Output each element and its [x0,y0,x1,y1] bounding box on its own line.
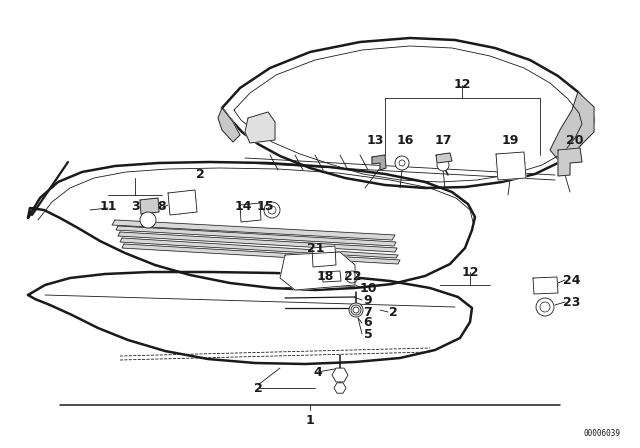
Circle shape [140,212,156,228]
Polygon shape [28,272,472,364]
Text: 2: 2 [196,168,204,181]
Text: 2: 2 [253,382,262,395]
Polygon shape [558,148,582,176]
Polygon shape [240,203,261,222]
Polygon shape [112,220,395,240]
Circle shape [536,298,554,316]
Circle shape [399,160,405,166]
Polygon shape [140,198,159,214]
Text: 3: 3 [131,201,140,214]
Text: 10: 10 [359,281,377,294]
Text: 12: 12 [461,266,479,279]
Polygon shape [118,232,397,252]
Polygon shape [312,246,336,267]
Text: 14: 14 [234,201,252,214]
Polygon shape [533,277,558,294]
Polygon shape [168,190,197,215]
Polygon shape [218,108,240,142]
Circle shape [351,305,361,315]
Text: 5: 5 [364,327,372,340]
Circle shape [540,302,550,312]
Text: 4: 4 [314,366,323,379]
Text: 19: 19 [501,134,518,146]
Text: 1: 1 [306,414,314,426]
Circle shape [143,215,153,225]
Text: 17: 17 [435,134,452,146]
Polygon shape [28,162,475,290]
Polygon shape [322,271,341,282]
Polygon shape [436,153,452,163]
Circle shape [353,307,359,313]
Text: 22: 22 [344,271,362,284]
Text: 13: 13 [366,134,384,146]
Polygon shape [120,238,398,258]
Polygon shape [372,155,386,170]
Polygon shape [222,38,594,188]
Text: 24: 24 [563,273,580,287]
Text: 11: 11 [99,201,116,214]
Circle shape [349,303,363,317]
Circle shape [395,156,409,170]
Text: 18: 18 [316,271,333,284]
Polygon shape [116,226,396,246]
Text: 8: 8 [157,201,166,214]
Polygon shape [245,112,275,143]
Text: 2: 2 [388,306,397,319]
Circle shape [264,202,280,218]
Text: 15: 15 [256,201,274,214]
Circle shape [437,159,449,171]
Text: 20: 20 [566,134,584,146]
Circle shape [346,271,358,283]
Text: 23: 23 [563,296,580,309]
Text: 00006039: 00006039 [583,429,620,438]
Polygon shape [496,152,526,180]
Text: 21: 21 [307,241,324,254]
Circle shape [268,206,276,214]
Text: 16: 16 [396,134,413,146]
Text: 12: 12 [453,78,471,91]
Polygon shape [550,92,594,162]
Text: 6: 6 [364,316,372,329]
Text: 7: 7 [364,306,372,319]
Polygon shape [122,244,400,264]
Text: 9: 9 [364,293,372,306]
Polygon shape [280,252,355,290]
